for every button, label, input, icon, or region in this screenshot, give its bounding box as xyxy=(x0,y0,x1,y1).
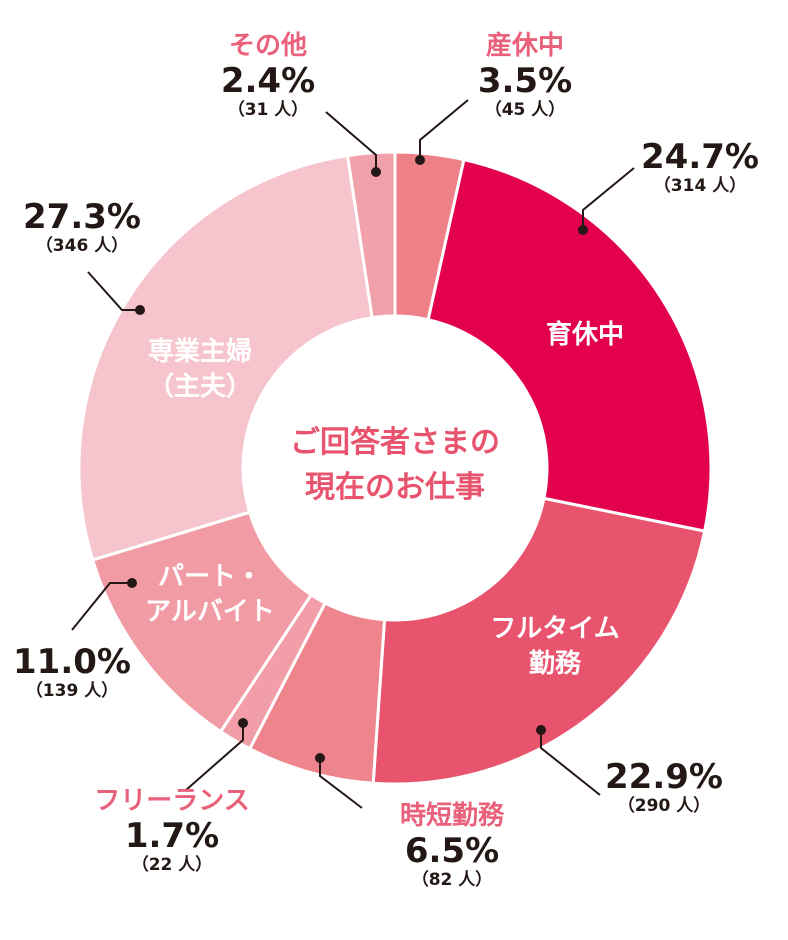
slice-6 xyxy=(77,153,374,562)
leader-line-fulltime xyxy=(540,730,601,796)
label-count: （31 人） xyxy=(227,99,309,120)
label-name: 時短勤務 xyxy=(399,801,505,831)
leader-line-sankyu xyxy=(419,99,469,160)
leader-dot xyxy=(135,305,145,315)
label-percent: 11.0% xyxy=(13,642,131,682)
leader-dot xyxy=(238,718,248,728)
label-name: フリーランス xyxy=(94,786,250,816)
leader-dot xyxy=(578,225,588,235)
slice-label-fulltime: フルタイム 勤務 xyxy=(490,614,620,680)
label-count: （82 人） xyxy=(411,869,493,890)
leader-dots xyxy=(127,155,588,763)
leader-dot xyxy=(127,578,137,588)
label-name: その他 xyxy=(228,31,308,61)
label-part: 11.0% （139 人） xyxy=(13,642,131,702)
label-count: （290 人） xyxy=(617,796,711,817)
label-percent: 22.9% xyxy=(605,757,723,797)
leader-line-sengyo xyxy=(87,271,140,311)
leader-dot xyxy=(415,155,425,165)
leader-line-ikukyu xyxy=(582,167,635,230)
leader-dot xyxy=(315,753,325,763)
label-sankyu: 産休中 3.5% （45 人） xyxy=(477,31,573,121)
slice-1 xyxy=(426,157,713,533)
label-count: （346 人） xyxy=(35,236,129,257)
slice-2 xyxy=(371,496,707,786)
label-count: （314 人） xyxy=(653,176,747,197)
leader-dot xyxy=(536,725,546,735)
label-percent: 24.7% xyxy=(641,137,759,177)
label-sonota: その他 2.4% （31 人） xyxy=(220,31,316,121)
label-name: 産休中 xyxy=(485,31,565,61)
label-freelance: フリーランス 1.7% （22 人） xyxy=(94,786,250,876)
leader-line-jitan xyxy=(319,758,363,809)
slice-label-ikukyu: 育休中 xyxy=(545,320,625,350)
slice-label-sengyo: 専業主婦 （主夫） xyxy=(147,337,253,403)
label-jitan: 時短勤務 6.5% （82 人） xyxy=(399,801,505,891)
label-sengyo: 27.3% （346 人） xyxy=(23,197,141,257)
label-count: （139 人） xyxy=(25,681,119,702)
slice-7 xyxy=(345,150,397,320)
label-percent: 27.3% xyxy=(23,197,141,237)
leader-dot xyxy=(371,167,381,177)
label-fulltime: 22.9% （290 人） xyxy=(605,757,723,817)
leader-line-part xyxy=(71,582,132,631)
leader-lines xyxy=(71,99,635,809)
label-percent: 3.5% xyxy=(477,60,573,101)
leader-line-freelance xyxy=(185,723,244,791)
label-count: （45 人） xyxy=(484,99,566,120)
label-percent: 2.4% xyxy=(220,60,316,101)
label-ikukyu: 24.7% （314 人） xyxy=(641,137,759,197)
label-percent: 6.5% xyxy=(404,830,500,871)
slice-label-part: パート・ アルバイト xyxy=(145,562,275,628)
chart-title: ご回答者さまの 現在のお仕事 xyxy=(290,425,500,505)
label-count: （22 人） xyxy=(131,854,213,875)
leader-line-sonota xyxy=(325,111,377,172)
label-percent: 1.7% xyxy=(124,815,220,856)
